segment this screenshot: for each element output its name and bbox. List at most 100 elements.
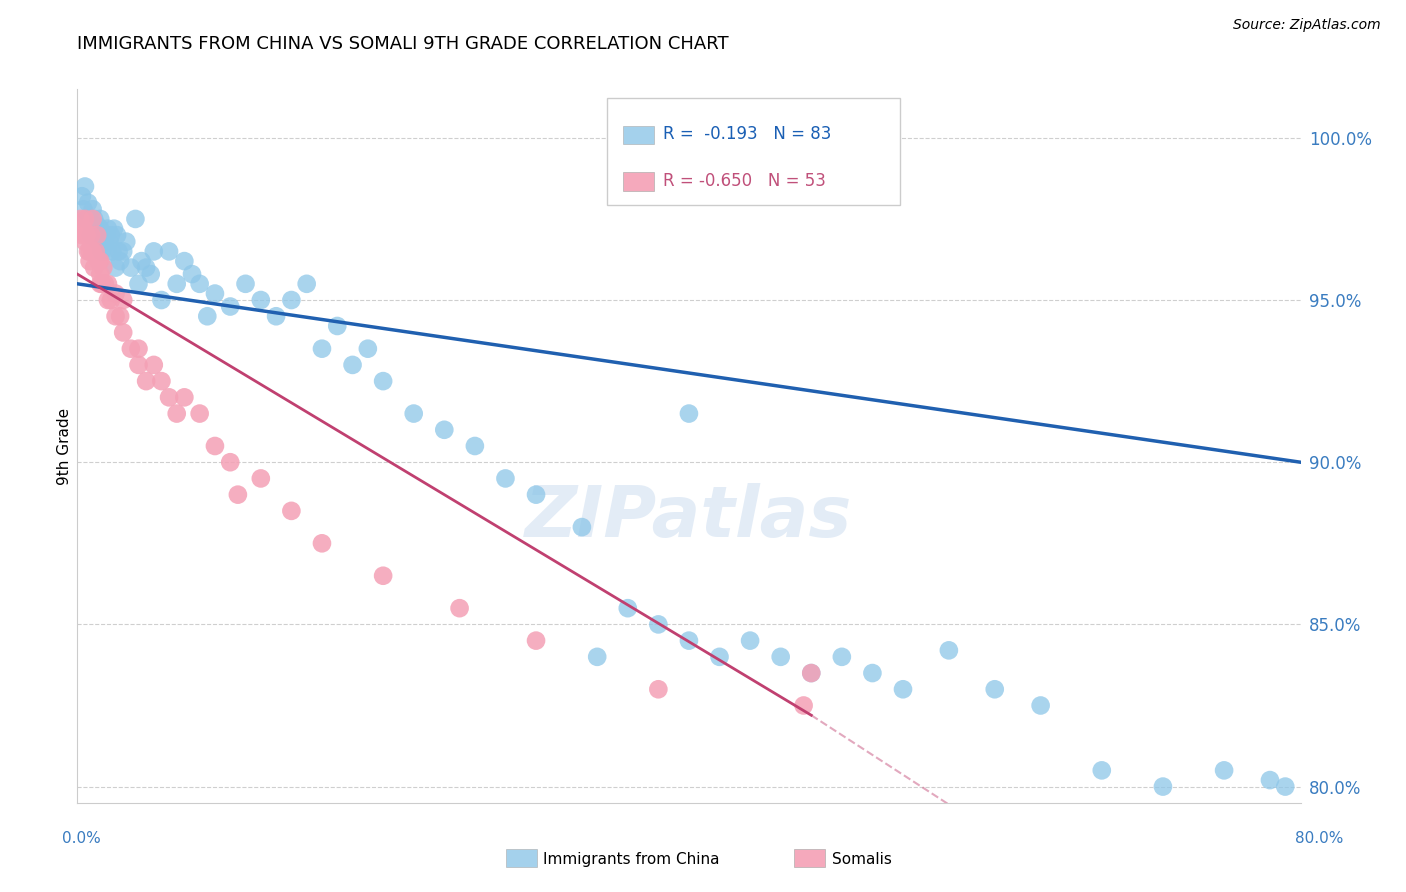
Point bbox=[647, 617, 669, 632]
Text: Source: ZipAtlas.com: Source: ZipAtlas.com bbox=[1233, 18, 1381, 31]
Point bbox=[1152, 780, 1174, 794]
Point bbox=[524, 633, 547, 648]
Point bbox=[70, 228, 93, 243]
Point bbox=[112, 293, 135, 307]
Point bbox=[104, 310, 127, 324]
Point bbox=[104, 260, 127, 275]
Point bbox=[72, 202, 94, 217]
Point bbox=[280, 293, 302, 307]
Point bbox=[80, 228, 103, 243]
Point bbox=[250, 471, 273, 485]
Point bbox=[84, 228, 107, 243]
Point bbox=[571, 520, 593, 534]
Text: Immigrants from China: Immigrants from China bbox=[543, 853, 720, 867]
Point bbox=[984, 682, 1007, 697]
Point bbox=[91, 260, 114, 275]
Point bbox=[135, 374, 157, 388]
Point bbox=[120, 260, 142, 275]
Point bbox=[678, 407, 700, 421]
Point bbox=[89, 277, 111, 291]
Point bbox=[740, 633, 762, 648]
Point bbox=[127, 358, 149, 372]
Point bbox=[371, 568, 394, 582]
Point bbox=[76, 211, 98, 226]
Point bbox=[1274, 780, 1296, 794]
Point bbox=[77, 244, 100, 259]
Point bbox=[219, 300, 242, 314]
Point bbox=[204, 286, 226, 301]
Point bbox=[108, 310, 131, 324]
Point bbox=[195, 310, 218, 324]
Point bbox=[94, 235, 117, 249]
Text: IMMIGRANTS FROM CHINA VS SOMALI 9TH GRADE CORRELATION CHART: IMMIGRANTS FROM CHINA VS SOMALI 9TH GRAD… bbox=[77, 35, 728, 53]
Point bbox=[96, 228, 118, 243]
Point bbox=[204, 439, 226, 453]
Point bbox=[769, 649, 792, 664]
Point bbox=[112, 326, 135, 340]
Point bbox=[107, 244, 129, 259]
Point bbox=[938, 643, 960, 657]
Point bbox=[90, 277, 112, 291]
Point bbox=[97, 244, 120, 259]
Point bbox=[131, 254, 153, 268]
Point bbox=[89, 221, 111, 235]
Point bbox=[188, 277, 211, 291]
Point bbox=[173, 390, 195, 404]
Point bbox=[800, 666, 823, 681]
Point bbox=[1258, 773, 1281, 788]
Text: R =  -0.193   N = 83: R = -0.193 N = 83 bbox=[662, 125, 831, 144]
Point bbox=[77, 195, 100, 210]
Text: ZIPatlas: ZIPatlas bbox=[526, 483, 852, 552]
Point bbox=[83, 211, 105, 226]
Point bbox=[76, 228, 98, 243]
Point bbox=[79, 254, 101, 268]
Point bbox=[86, 219, 108, 233]
Point bbox=[105, 228, 128, 243]
Text: 0.0%: 0.0% bbox=[62, 831, 101, 846]
Point bbox=[326, 318, 349, 333]
Point bbox=[98, 235, 121, 249]
Point bbox=[831, 649, 853, 664]
Point bbox=[157, 244, 180, 259]
Point bbox=[1091, 764, 1114, 778]
Point bbox=[793, 698, 815, 713]
Point bbox=[82, 202, 104, 217]
Point bbox=[82, 244, 104, 259]
Point bbox=[150, 374, 173, 388]
Point bbox=[166, 277, 188, 291]
Point bbox=[73, 179, 96, 194]
Point bbox=[150, 293, 173, 307]
Point bbox=[464, 439, 486, 453]
Point bbox=[235, 277, 257, 291]
Point bbox=[617, 601, 640, 615]
Point bbox=[100, 228, 122, 243]
Point bbox=[90, 244, 112, 259]
Point bbox=[82, 244, 104, 259]
Point bbox=[250, 293, 273, 307]
Point bbox=[104, 286, 127, 301]
Point bbox=[112, 244, 135, 259]
Point bbox=[89, 211, 111, 226]
Point bbox=[433, 423, 456, 437]
Point bbox=[402, 407, 425, 421]
Point bbox=[97, 277, 120, 291]
Point bbox=[100, 293, 122, 307]
Point bbox=[73, 211, 96, 226]
Point bbox=[80, 228, 103, 243]
Y-axis label: 9th Grade: 9th Grade bbox=[56, 408, 72, 484]
Point bbox=[79, 244, 101, 259]
Point bbox=[70, 189, 93, 203]
Point bbox=[524, 488, 547, 502]
Point bbox=[264, 310, 287, 324]
Point bbox=[357, 342, 380, 356]
Point bbox=[311, 536, 333, 550]
Point bbox=[800, 666, 823, 681]
Point bbox=[226, 488, 249, 502]
Point bbox=[115, 235, 138, 249]
Point bbox=[139, 267, 162, 281]
Point bbox=[311, 342, 333, 356]
Point bbox=[1213, 764, 1236, 778]
Text: 80.0%: 80.0% bbox=[1295, 831, 1343, 846]
Point bbox=[87, 235, 110, 249]
Point bbox=[82, 221, 104, 235]
